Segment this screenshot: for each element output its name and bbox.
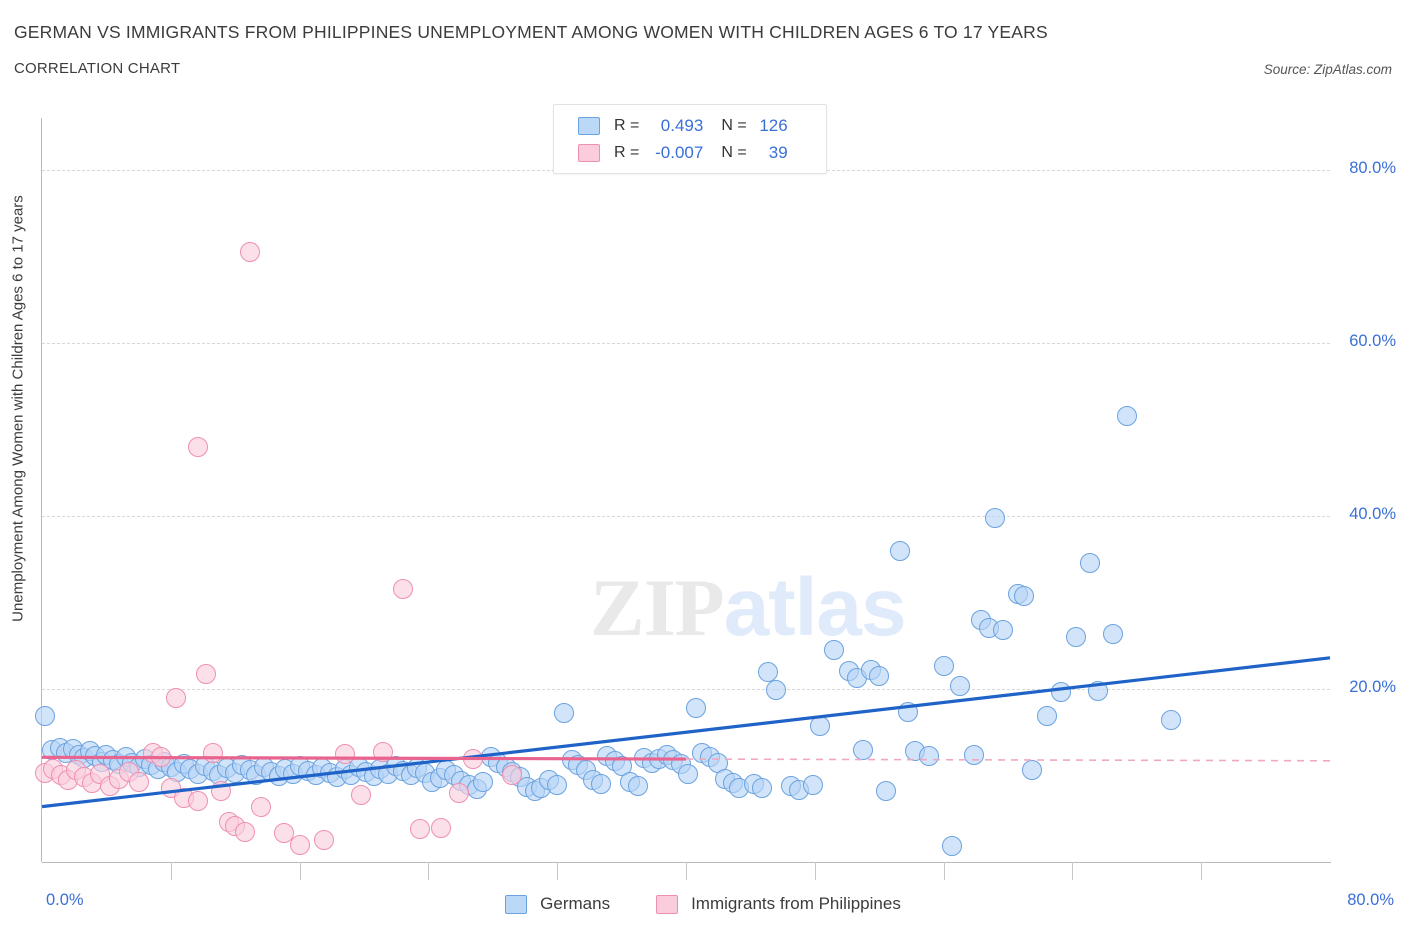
scatter-point — [313, 830, 334, 851]
scatter-point — [1014, 585, 1035, 606]
scatter-point — [250, 796, 271, 817]
scatter-point — [188, 436, 209, 457]
x-axis-tick — [814, 862, 816, 880]
scatter-point — [853, 740, 874, 761]
x-axis-label-max: 80.0% — [1347, 891, 1394, 909]
x-axis-tick — [557, 862, 559, 880]
x-axis-tick — [686, 862, 687, 880]
scatter-point — [1065, 627, 1086, 648]
y-axis-label: 20.0% — [1349, 677, 1396, 696]
stats-r-value-philippines: -0.007 — [655, 143, 704, 162]
scatter-point — [627, 775, 648, 796]
stats-row-philippines: R = -0.007 N = 39 — [554, 140, 826, 166]
y-axis-line — [41, 118, 42, 862]
scatter-point — [431, 818, 452, 839]
stats-row-germans: R = 0.493 N = 126 — [554, 113, 826, 139]
y-axis-title: Unemployment Among Women with Children A… — [9, 195, 27, 622]
scatter-point — [758, 661, 779, 682]
scatter-point — [941, 836, 962, 857]
y-axis-label: 80.0% — [1349, 158, 1396, 177]
gridline — [42, 688, 1330, 690]
scatter-point — [410, 819, 431, 840]
scatter-point — [553, 703, 574, 724]
scatter-point — [188, 791, 209, 812]
stats-swatch-philippines — [578, 144, 600, 162]
stats-r-value-germans: 0.493 — [660, 116, 704, 135]
scatter-point — [239, 242, 260, 263]
scatter-point — [196, 664, 217, 685]
stats-n-label-philippines: N = — [721, 144, 747, 161]
x-axis-label-min: 0.0% — [46, 891, 84, 909]
gridline — [42, 342, 1330, 344]
scatter-point — [766, 679, 787, 700]
scatter-point — [919, 745, 940, 766]
source-attribution: Source: ZipAtlas.com — [1263, 62, 1392, 77]
scatter-point — [685, 698, 706, 718]
trend-line-immigrants — [41, 755, 687, 761]
trend-line-germans — [41, 656, 1331, 809]
stats-r-label-philippines: R = — [614, 144, 640, 161]
scatter-point — [547, 775, 568, 795]
stats-n-value-germans: 126 — [759, 116, 788, 135]
legend-label-germans: Germans — [540, 894, 611, 913]
stats-n-value-philippines: 39 — [768, 143, 788, 162]
chart-subtitle: CORRELATION CHART — [14, 60, 181, 77]
x-axis-tick — [299, 862, 301, 880]
legend-item-germans[interactable]: Germans — [505, 894, 610, 914]
legend-swatch-germans — [505, 894, 528, 914]
scatter-point — [350, 784, 371, 805]
stats-r-label-germans: R = — [614, 117, 640, 134]
scatter-point — [824, 640, 845, 661]
scatter-point — [502, 765, 523, 786]
scatter-point — [392, 579, 413, 600]
scatter-point — [128, 772, 149, 793]
stats-n-label-germans: N = — [721, 117, 747, 134]
scatter-point — [751, 778, 772, 799]
gridline — [42, 515, 1330, 517]
x-axis-tick — [170, 862, 172, 880]
plot-area: ZIPatlas — [35, 118, 1331, 862]
y-axis-label: 40.0% — [1349, 504, 1396, 523]
scatter-point — [1102, 624, 1123, 645]
scatter-point — [949, 676, 970, 697]
scatter-point — [964, 744, 985, 765]
legend-item-philippines[interactable]: Immigrants from Philippines — [656, 894, 901, 914]
scatter-point — [273, 823, 294, 844]
correlation-stats-box: R = 0.493 N = 126 R = -0.007 N = 39 — [553, 104, 827, 174]
scatter-point — [677, 763, 698, 784]
scatter-point — [803, 775, 824, 795]
scatter-point — [1022, 760, 1043, 781]
trend-lines — [41, 656, 1331, 809]
page-title: GERMAN VS IMMIGRANTS FROM PHILIPPINES UN… — [14, 22, 1048, 42]
x-axis-tick — [428, 862, 430, 880]
scatter-point — [448, 782, 469, 803]
scatter-point — [1036, 705, 1057, 726]
scatter-point — [1160, 710, 1181, 731]
x-axis-tick — [1201, 862, 1203, 880]
trend-line-dashed-immigrants — [685, 758, 1331, 762]
scatter-point — [473, 771, 494, 792]
series-legend: Germans Immigrants from Philippines — [0, 884, 1406, 924]
legend-label-philippines: Immigrants from Philippines — [691, 894, 901, 913]
x-axis-tick — [1072, 862, 1074, 880]
scatter-point — [933, 656, 954, 677]
y-axis-label: 60.0% — [1349, 331, 1396, 350]
scatter-point — [289, 834, 310, 855]
scatter-point — [165, 688, 186, 709]
legend-swatch-philippines — [656, 894, 679, 914]
scatter-point — [35, 705, 56, 726]
scatter-point — [985, 507, 1006, 528]
scatter-point — [890, 540, 911, 561]
stats-swatch-germans — [578, 117, 600, 135]
scatter-point — [234, 821, 255, 842]
x-axis-tick — [943, 862, 945, 880]
scatter-point — [869, 666, 890, 686]
scatter-point — [993, 620, 1014, 641]
scatter-point — [1117, 406, 1138, 427]
scatter-point — [875, 781, 896, 802]
scatter-point — [1080, 552, 1101, 573]
scatter-point — [590, 774, 611, 795]
